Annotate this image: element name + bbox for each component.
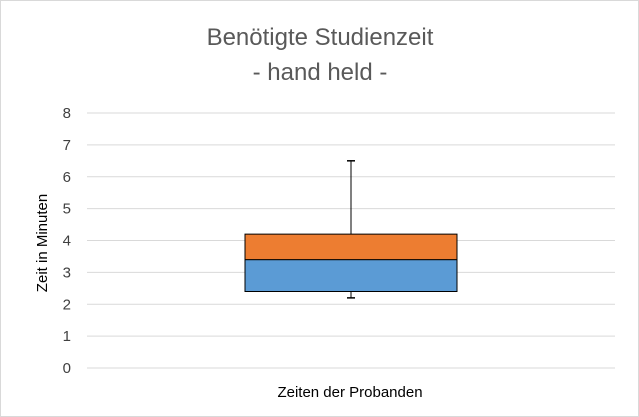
lower-box-q1-median bbox=[244, 259, 458, 292]
y-tick-label-2: 2 bbox=[63, 296, 71, 313]
y-tick-label-4: 4 bbox=[63, 233, 71, 250]
y-tick-label-3: 3 bbox=[63, 264, 71, 281]
y-tick-label-1: 1 bbox=[63, 328, 71, 345]
y-tick-label-5: 5 bbox=[63, 201, 71, 218]
y-axis-label: Zeit in Minuten bbox=[34, 194, 51, 292]
x-axis-label: Zeiten der Probanden bbox=[277, 384, 422, 401]
y-tick-label-7: 7 bbox=[63, 137, 71, 154]
box-plot bbox=[244, 160, 458, 299]
y-tick-label-8: 8 bbox=[63, 105, 71, 122]
chart-title: Benötigte Studienzeit bbox=[207, 24, 434, 51]
y-tick-label-6: 6 bbox=[63, 169, 71, 186]
y-axis-ticks: 0 1 2 3 4 5 6 7 8 bbox=[63, 105, 71, 377]
chart-subtitle: - hand held - bbox=[253, 59, 388, 86]
upper-box-median-q3 bbox=[244, 233, 458, 261]
y-tick-label-0: 0 bbox=[63, 360, 71, 377]
